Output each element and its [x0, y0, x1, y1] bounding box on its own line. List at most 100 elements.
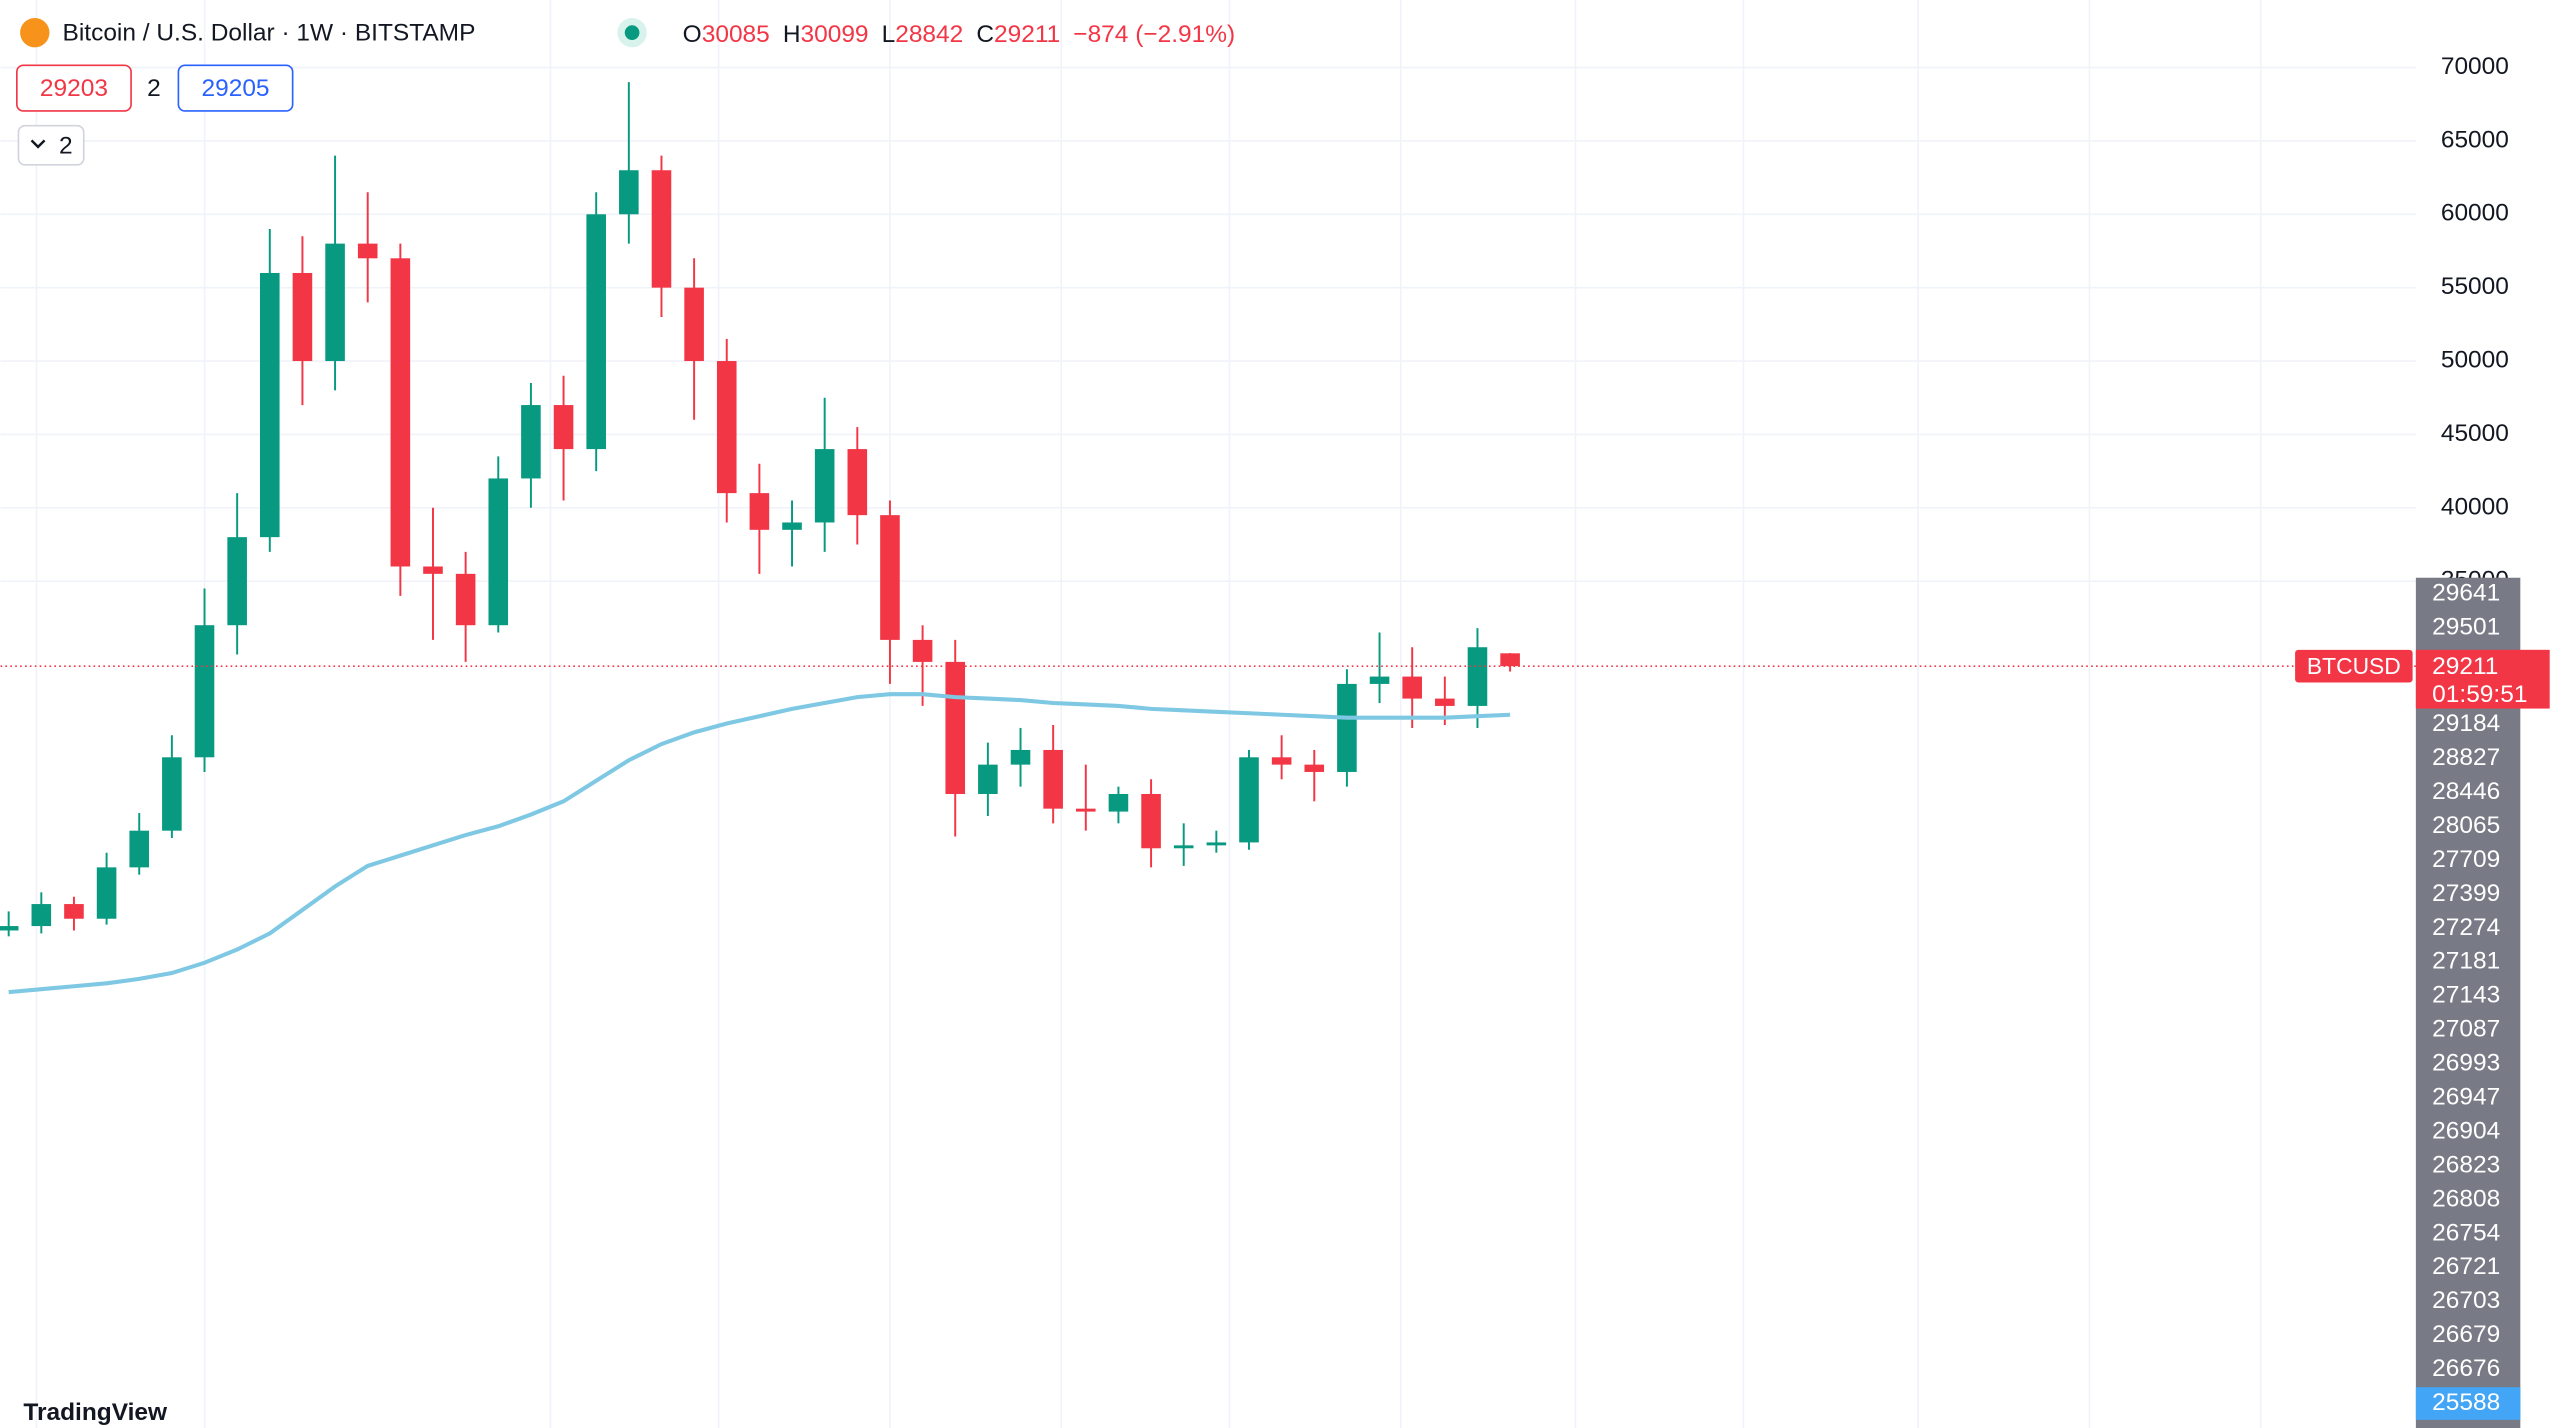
collapse-button[interactable]	[17, 124, 85, 166]
indicator-count: 2	[147, 75, 161, 102]
price-scale-label: 27143	[2432, 982, 2500, 1009]
y-tick-label: 50000	[2441, 347, 2509, 374]
candle-body	[455, 573, 476, 626]
candle-body	[1010, 749, 1031, 765]
countdown: 01:59:51	[2432, 681, 2527, 708]
candle-body	[619, 170, 639, 215]
candle-body	[0, 926, 19, 931]
candle-body	[880, 515, 900, 640]
indicator-high: 29205	[201, 75, 269, 102]
price-scale-label: 26993	[2432, 1050, 2500, 1077]
candle-body	[194, 625, 215, 758]
candle-body	[31, 904, 52, 927]
y-tick-label: 65000	[2441, 126, 2509, 153]
price-scale-label: 26721	[2432, 1253, 2500, 1280]
candle-body	[684, 287, 704, 362]
price-scale-label: 26823	[2432, 1151, 2500, 1178]
candle-body	[1271, 757, 1292, 765]
candle-body	[651, 170, 672, 288]
candle-body	[716, 361, 737, 494]
candle-body	[1435, 698, 1455, 706]
candle-body	[1369, 676, 1390, 684]
candle-body	[1173, 845, 1194, 849]
logo: TradingView	[23, 1399, 168, 1426]
status-dot	[624, 25, 640, 40]
candle-body	[978, 764, 998, 794]
candle-body	[357, 243, 378, 259]
y-tick-label: 70000	[2441, 53, 2509, 80]
chevron	[30, 139, 46, 149]
candle-body	[260, 272, 280, 538]
symbol-label: BTCUSD	[2307, 653, 2401, 679]
high-value: 30099	[801, 21, 869, 48]
close-value: 29211	[994, 21, 1060, 48]
candle-body	[390, 258, 411, 567]
last-price-tag	[2415, 649, 2550, 709]
candle-body	[162, 757, 182, 831]
ohlc-legend: O30085 H30099 L28842 C29211 −874 (−2.91%)	[683, 21, 1235, 48]
candle-body	[1076, 808, 1096, 812]
price-scale-label: 27274	[2432, 914, 2500, 941]
plot-area	[0, 0, 2416, 1428]
price-scale-label: 26679	[2432, 1321, 2500, 1348]
price-scale-label: 26904	[2432, 1117, 2500, 1144]
price-scale-label: 26754	[2432, 1219, 2500, 1246]
price-scale-label: 27709	[2432, 846, 2500, 873]
candle-body	[749, 493, 770, 530]
candle-body	[912, 639, 933, 662]
price-scale-label: 26947	[2432, 1083, 2500, 1110]
price-scale-label: 29501	[2432, 613, 2500, 640]
candle-body	[1206, 842, 1227, 846]
candle-body	[1043, 749, 1063, 809]
price-scale-label: 29641	[2432, 580, 2500, 607]
candle-body	[1239, 757, 1259, 843]
candle-body	[521, 405, 541, 479]
candle-body	[96, 867, 117, 919]
indicator-high-box[interactable]	[177, 64, 294, 112]
collapse-count: 2	[59, 132, 73, 159]
open-value: 30085	[702, 21, 770, 48]
price-label-bg	[2415, 1387, 2521, 1420]
price-scale-label: 27181	[2432, 948, 2500, 975]
candle-body	[129, 830, 150, 868]
symbol-tag	[2295, 649, 2413, 683]
price-scale-bg	[2415, 577, 2521, 1428]
candle-body	[423, 566, 443, 574]
change-value: −874 (−2.91%)	[1073, 21, 1235, 48]
candle-body	[945, 661, 966, 794]
price-scale-label: 25588	[2432, 1389, 2500, 1416]
price-scale-label: 28827	[2432, 744, 2500, 771]
candle-body	[1500, 653, 1520, 667]
candle-body	[1304, 764, 1325, 772]
candle-body	[292, 272, 313, 362]
chart-title: Bitcoin / U.S. Dollar · 1W · BITSTAMP	[63, 20, 476, 47]
candle-body	[1402, 676, 1422, 699]
price-scale-label: 28446	[2432, 778, 2500, 805]
indicator-low-box[interactable]	[16, 64, 132, 112]
candle-body	[553, 405, 574, 450]
price-scale-label: 28065	[2432, 812, 2500, 839]
candle-body	[325, 243, 345, 362]
candle-body	[847, 449, 868, 516]
candle-body	[488, 478, 509, 626]
candle-body	[1337, 683, 1357, 772]
price-scale-label: 26808	[2432, 1185, 2500, 1212]
candle-body	[1108, 793, 1129, 812]
btc-icon	[20, 17, 50, 48]
price-scale-label: 29184	[2432, 710, 2500, 737]
moving-average	[8, 692, 1511, 995]
candle-body	[64, 904, 84, 919]
y-tick-label: 60000	[2441, 200, 2509, 227]
candle-body	[1141, 793, 1161, 849]
low-value: 28842	[895, 21, 963, 48]
candle-body	[227, 537, 247, 626]
indicator-low: 29203	[40, 75, 108, 102]
price-scale-label: 26676	[2432, 1355, 2500, 1382]
candle-body	[1467, 647, 1488, 706]
last-price: 29211	[2432, 653, 2498, 680]
y-tick-label: 45000	[2441, 420, 2509, 447]
candle-body	[782, 522, 802, 530]
candle-body	[814, 449, 835, 523]
candle-body	[586, 214, 606, 450]
